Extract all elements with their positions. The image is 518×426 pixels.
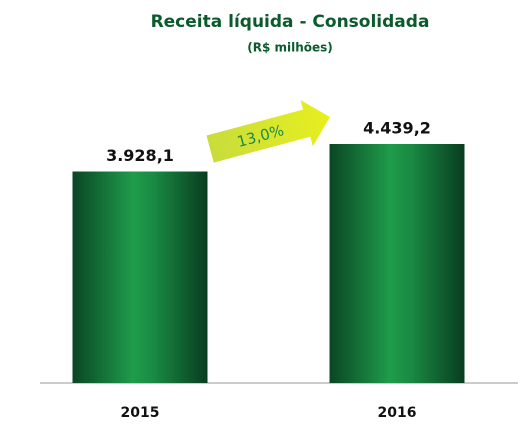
value-label: 4.439,2 (363, 119, 431, 138)
bar (72, 171, 208, 383)
arrow-shape (206, 99, 330, 163)
value-label: 3.928,1 (106, 146, 174, 165)
x-tick-label: 2016 (378, 405, 417, 421)
growth-arrow: 13,0% (206, 99, 330, 163)
bar (329, 144, 465, 383)
chart-subtitle: (R$ milhões) (247, 41, 333, 55)
x-tick-label: 2015 (121, 405, 160, 421)
chart-title: Receita líquida - Consolidada (151, 12, 430, 32)
